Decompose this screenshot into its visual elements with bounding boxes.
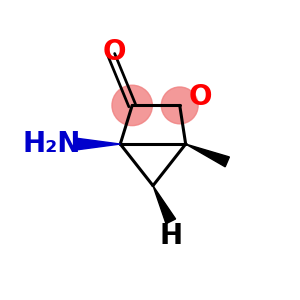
Polygon shape: [76, 138, 120, 150]
Text: O: O: [189, 82, 212, 110]
Polygon shape: [153, 186, 176, 224]
Text: H: H: [159, 222, 182, 250]
Polygon shape: [186, 144, 230, 167]
Circle shape: [112, 85, 152, 126]
Circle shape: [161, 87, 198, 124]
Text: H₂N: H₂N: [23, 130, 81, 158]
Text: O: O: [103, 38, 126, 66]
